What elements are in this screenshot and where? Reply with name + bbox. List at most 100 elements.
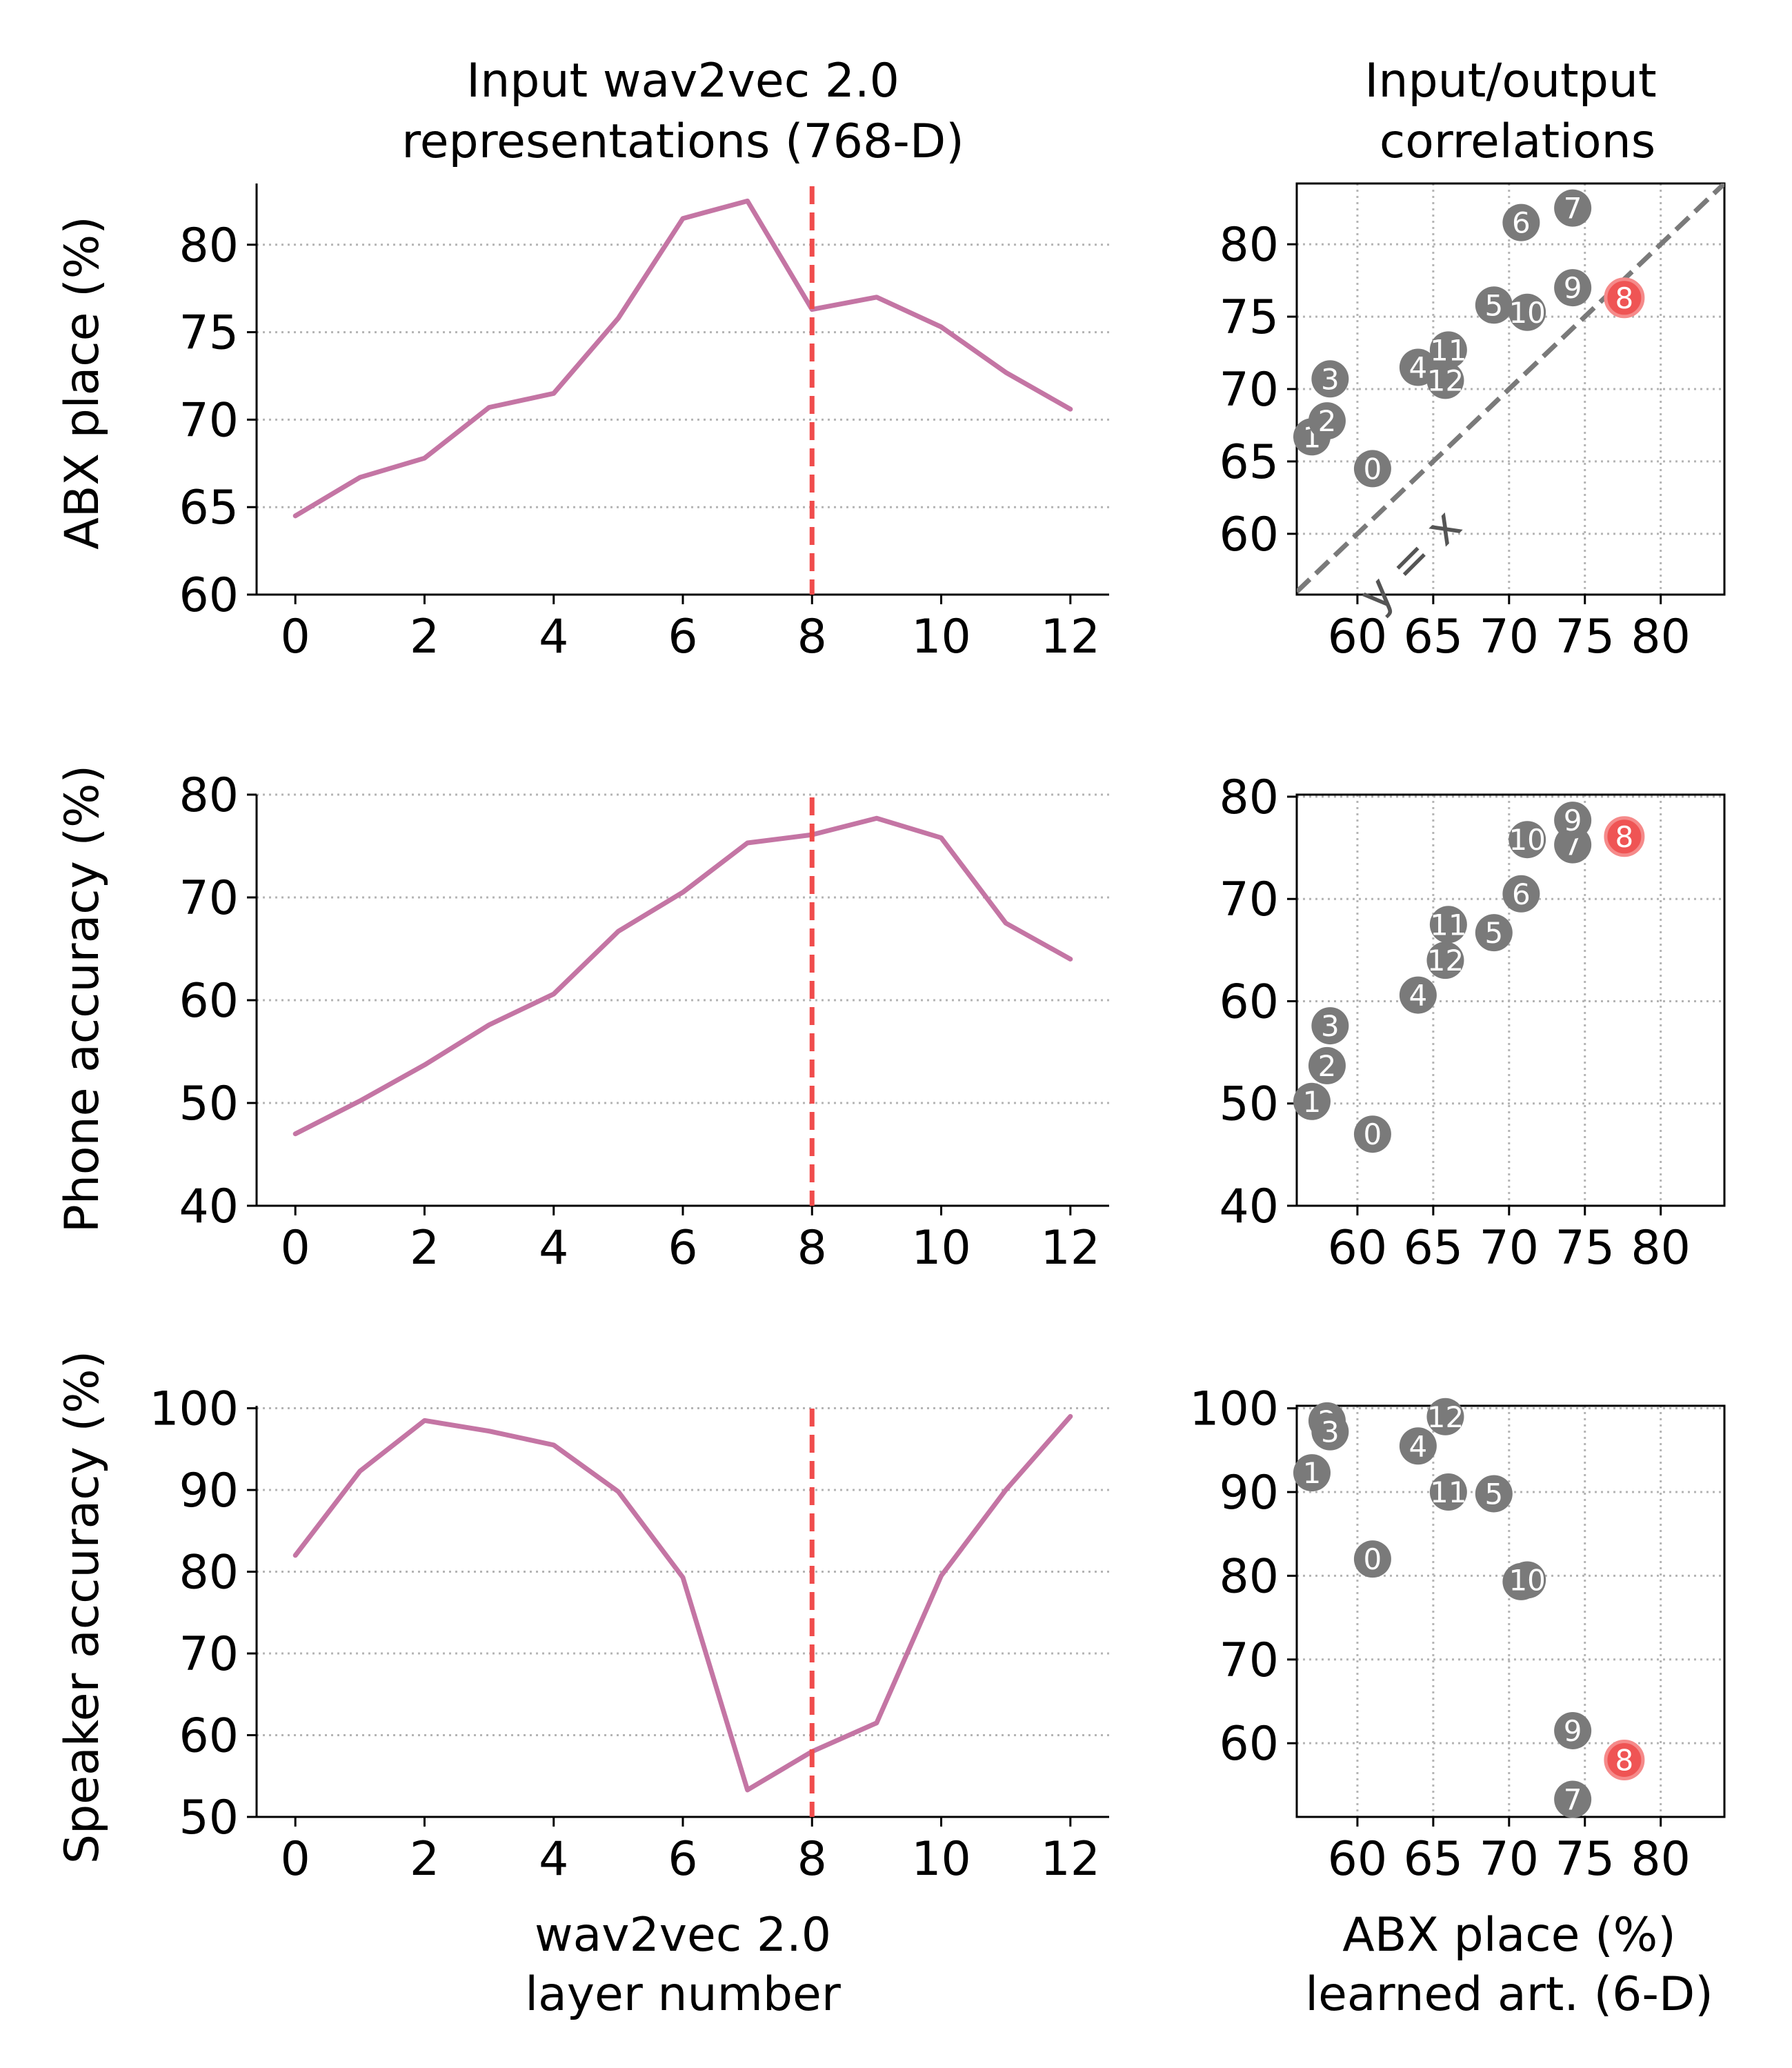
data-point-label: 10	[1509, 296, 1545, 330]
x-tick-label: 12	[1041, 610, 1101, 664]
data-point	[1429, 331, 1467, 369]
y-tick-label: 80	[1219, 218, 1279, 272]
x-tick-label: 4	[539, 1832, 568, 1887]
data-point-label: 9	[1564, 1714, 1582, 1748]
y-tick-label: 60	[179, 568, 239, 623]
x-tick-label: 2	[410, 1832, 439, 1887]
y-tick-label: 40	[1219, 1180, 1279, 1234]
x-tick-label: 60	[1328, 1832, 1388, 1887]
data-point	[1554, 802, 1592, 839]
data-point-label: 11	[1430, 333, 1466, 367]
data-point-label: 6	[1512, 877, 1531, 911]
x-tick-label: 75	[1555, 1221, 1615, 1275]
x-tick-label: 60	[1328, 610, 1388, 664]
data-point-label: 12	[1427, 1400, 1464, 1434]
data-point	[1308, 402, 1346, 440]
x-tick-label: 8	[797, 1832, 827, 1887]
x-tick-label: 60	[1328, 1221, 1388, 1275]
x-tick-label: 10	[911, 1221, 971, 1275]
y-tick-label: 100	[149, 1382, 239, 1437]
data-point-label: 12	[1427, 364, 1464, 397]
data-point	[1509, 821, 1546, 859]
series-line	[292, 815, 1073, 1137]
y-tick-label: 75	[1219, 290, 1279, 345]
x-tick-label: 12	[1041, 1221, 1101, 1275]
data-point	[1311, 1007, 1349, 1045]
x-tick-label: 8	[797, 610, 827, 664]
data-point-label: 1	[1303, 1085, 1322, 1119]
data-point-label: 8	[1615, 1743, 1634, 1777]
x-tick-label: 2	[410, 610, 439, 664]
left-column-title-line-2: representations (768-D)	[401, 115, 964, 169]
data-point	[1509, 293, 1546, 331]
x-tick-label: 4	[539, 1221, 568, 1275]
x-tick-label: 0	[281, 610, 310, 664]
data-point-label: 4	[1409, 351, 1428, 385]
y-tick-label: 50	[1219, 1077, 1279, 1132]
data-point-label: 11	[1430, 1475, 1466, 1509]
y-tick-label: 100	[1189, 1382, 1279, 1437]
data-point-label: 9	[1564, 271, 1582, 305]
data-point-label: 9	[1564, 804, 1582, 837]
data-point-label: 5	[1484, 288, 1503, 322]
x-tick-label: 65	[1404, 610, 1464, 664]
data-point-label: 0	[1364, 1117, 1382, 1151]
data-point	[1475, 1475, 1513, 1513]
x-tick-label: 65	[1404, 1221, 1464, 1275]
x-tick-label: 12	[1041, 1832, 1101, 1887]
x-tick-label: 0	[281, 1832, 310, 1887]
right-column-title-line-1: Input/output	[1364, 54, 1656, 108]
data-point	[1554, 1711, 1592, 1749]
series-line	[292, 198, 1073, 519]
abx-line-chart: 0 2 4 6 8 10 12 60 65 70 75 80	[179, 183, 1109, 664]
y-tick-label: 60	[179, 974, 239, 1028]
x-tick-label: 70	[1480, 1221, 1540, 1275]
y-tick-label: 90	[1219, 1466, 1279, 1520]
x-tick-label: 80	[1631, 1221, 1691, 1275]
speaker-line-chart: 0 2 4 6 8 10 12 50 60 70 80 90 100	[149, 1382, 1109, 1887]
speaker-scatter-chart: 6065707580607080901000123456789101112	[1189, 1382, 1726, 1887]
data-point-label: 6	[1512, 206, 1531, 240]
right-column-title-line-2: correlations	[1380, 115, 1655, 169]
data-point-label: 10	[1509, 1563, 1545, 1597]
left-x-axis-title-line-1: wav2vec 2.0	[535, 1908, 831, 1962]
diagonal-line	[1297, 183, 1724, 595]
data-point-label: 8	[1615, 281, 1634, 315]
data-point	[1475, 914, 1513, 952]
y-tick-label: 70	[179, 1627, 239, 1682]
data-point-label: 0	[1364, 1542, 1382, 1576]
data-point	[1509, 1561, 1546, 1599]
data-point	[1426, 361, 1464, 399]
y-tick-label: 50	[179, 1791, 239, 1845]
phone-line-chart: 0 2 4 6 8 10 12 40 50 60 70 80	[179, 768, 1109, 1275]
data-point-label: 5	[1484, 1477, 1503, 1511]
abx-y-axis-title: ABX place (%)	[55, 216, 110, 550]
x-tick-label: 2	[410, 1221, 439, 1275]
data-point	[1426, 942, 1464, 980]
y-tick-label: 90	[179, 1464, 239, 1518]
y-tick-label: 80	[179, 1546, 239, 1600]
x-tick-label: 70	[1480, 610, 1540, 664]
diagonal-group	[1297, 183, 1724, 595]
data-point-label: 2	[1318, 1049, 1337, 1083]
data-point	[1502, 875, 1540, 913]
y-tick-label: 80	[179, 768, 239, 823]
left-column-title-line-1: Input wav2vec 2.0	[466, 54, 899, 108]
data-point	[1429, 1473, 1467, 1511]
data-point-label: 4	[1409, 979, 1428, 1013]
y-tick-label: 70	[1219, 363, 1279, 417]
x-tick-label: 75	[1555, 1832, 1615, 1887]
data-point-label: 2	[1318, 404, 1337, 438]
data-point	[1399, 1427, 1437, 1465]
y-tick-label: 70	[1219, 873, 1279, 927]
data-point-label: 7	[1564, 192, 1582, 226]
x-tick-label: 70	[1480, 1832, 1540, 1887]
data-point-label: 7	[1564, 1783, 1582, 1817]
data-point-label: 10	[1509, 823, 1545, 857]
y-tick-label: 65	[1219, 435, 1279, 490]
x-tick-label: 8	[797, 1221, 827, 1275]
y-tick-label: 70	[179, 393, 239, 448]
left-x-axis-title-line-2: layer number	[525, 1967, 841, 2022]
